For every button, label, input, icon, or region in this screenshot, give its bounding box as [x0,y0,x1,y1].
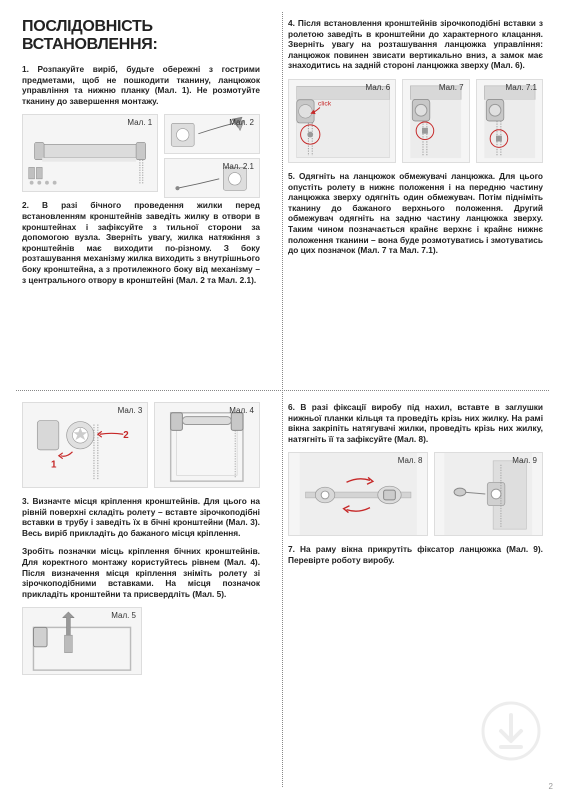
fig-row-1: Мал. 1 Мал. 2 [22,114,260,192]
fig71-svg [477,80,542,162]
caption-m71: Мал. 7.1 [506,83,537,92]
step-2: 2. В разі бічного проведення жилки перед… [22,200,260,285]
step-3b: Зробіть позначки місць кріплення бічних … [22,546,260,599]
page-title: ПОСЛІДОВНІСТЬ ВСТАНОВЛЕННЯ: [22,18,260,54]
figure-7-1: Мал. 7.1 [476,79,543,163]
quadrant-3: Мал. 3 2 1 Мал. 4 [16,388,274,787]
svg-text:1: 1 [51,459,57,470]
figure-1: Мал. 1 [22,114,158,192]
caption-m8: Мал. 8 [398,456,423,465]
fig9-svg [435,453,542,535]
step-5: 5. Одягніть на ланцюжок обмежувачі ланцю… [288,171,543,256]
quadrant-2: 4. Після встановлення кронштейнів зірочк… [274,18,549,388]
figure-6: Мал. 6 click [288,79,396,163]
figure-2: Мал. 2 [164,114,260,154]
fig6-svg: click [289,80,395,162]
page-number: 2 [549,782,553,791]
caption-m2: Мал. 2 [229,118,254,127]
figure-2-1: Мал. 2.1 [164,158,260,198]
vertical-divider [282,12,283,787]
step-3: 3. Визначте місця кріплення кронштейнів.… [22,496,260,538]
step-1: 1. Розпакуйте виріб, будьте обережні з г… [22,64,260,106]
caption-m7: Мал. 7 [439,83,464,92]
caption-m3: Мал. 3 [118,406,143,415]
figure-9: Мал. 9 [434,452,543,536]
fig4-svg [155,403,259,487]
watermark-icon [481,701,541,761]
figure-4: Мал. 4 [154,402,260,488]
caption-m6: Мал. 6 [365,83,390,92]
horizontal-divider [16,390,549,391]
caption-m9: Мал. 9 [512,456,537,465]
caption-m21: Мал. 2.1 [223,162,254,171]
caption-m4: Мал. 4 [229,406,254,415]
caption-m5: Мал. 5 [111,611,136,620]
caption-m1: Мал. 1 [127,118,152,127]
fig7-svg [403,80,468,162]
fig-row-4: Мал. 5 [22,607,260,675]
click-label: click [318,101,332,108]
step-4: 4. Після встановлення кронштейнів зірочк… [288,18,543,71]
fig3-svg: 2 1 [23,403,147,487]
step-7: 7. На раму вікна прикрутіть фіксатор лан… [288,544,543,565]
step-6: 6. В разі фіксації виробу під нахил, вст… [288,402,543,444]
fig8-svg [289,453,427,535]
fig-row-3: Мал. 3 2 1 Мал. 4 [22,402,260,488]
figure-5: Мал. 5 [22,607,142,675]
figure-3: Мал. 3 2 1 [22,402,148,488]
figure-8: Мал. 8 [288,452,428,536]
quadrant-1: ПОСЛІДОВНІСТЬ ВСТАНОВЛЕННЯ: 1. Розпакуйт… [16,18,274,388]
svg-text:2: 2 [123,430,129,441]
fig-row-2: Мал. 6 click Мал. 7 [288,79,543,163]
figure-7: Мал. 7 [402,79,469,163]
fig-row-5: Мал. 8 Мал. 9 [288,452,543,536]
